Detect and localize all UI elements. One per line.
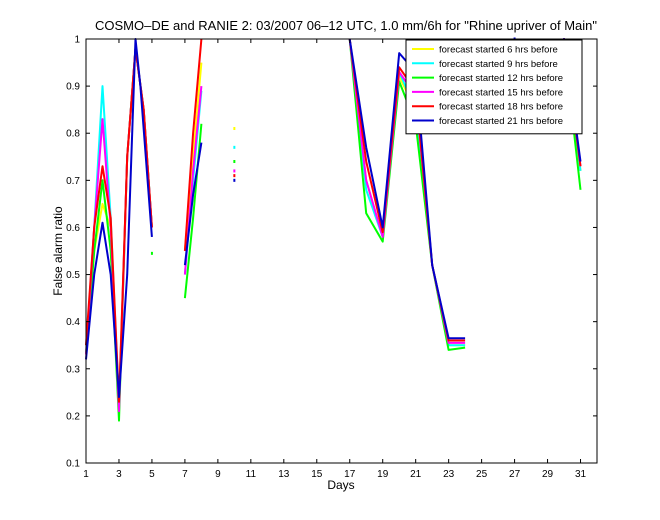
legend-label: forecast started 15 hrs before [439,87,563,98]
y-tick-label: 0.2 [66,411,80,422]
legend: forecast started 6 hrs before forecast st… [405,39,583,135]
y-tick-label: 0.9 [66,82,80,93]
x-tick-label: 15 [311,469,323,480]
x-tick-label: 27 [509,469,521,480]
series-line [85,38,153,398]
x-tick-label: 1 [83,469,89,480]
y-tick-label: 0.6 [66,223,80,234]
x-tick-label: 19 [377,469,389,480]
legend-label: forecast started 6 hrs before [439,45,558,56]
y-axis: 0.1 0.2 0.3 0.4 0.5 0.6 0.7 0.8 0.9 1 [66,35,597,470]
chart-title: COSMO–DE and RANIE 2: 03/2007 06–12 UTC,… [95,18,597,33]
x-axis: 1 3 5 7 9 11 13 15 17 19 21 23 25 27 29 31 [83,39,587,480]
x-tick-label: 7 [182,469,188,480]
legend-label: forecast started 12 hrs before [439,73,563,84]
x-tick-label: 17 [344,469,356,480]
y-tick-label: 0.4 [66,317,80,328]
x-tick-label: 3 [116,469,122,480]
x-tick-label: 25 [476,469,488,480]
x-tick-label: 9 [215,469,221,480]
legend-label: forecast started 21 hrs before [439,116,563,127]
x-tick-label: 13 [278,469,290,480]
x-tick-label: 11 [246,469,257,480]
series-line [183,38,203,252]
y-axis-label: False alarm ratio [51,206,65,296]
x-tick-label: 23 [443,469,455,480]
plot-frame [85,38,598,464]
series-line [183,142,203,266]
y-tick-label: 0.7 [66,176,80,187]
y-tick-label: 0.3 [66,364,80,375]
x-axis-label: Days [327,478,354,492]
x-tick-label: 21 [410,469,422,480]
y-tick-label: 0.8 [66,129,80,140]
x-tick-label: 31 [575,469,587,480]
x-tick-label: 5 [149,469,155,480]
legend-label: forecast started 18 hrs before [439,102,563,113]
x-tick-label: 29 [542,469,554,480]
legend-label: forecast started 9 hrs before [439,59,558,70]
y-tick-label: 1 [74,35,80,46]
legend-box [405,39,583,135]
y-tick-label: 0.1 [66,459,80,470]
y-tick-label: 0.5 [66,270,80,281]
